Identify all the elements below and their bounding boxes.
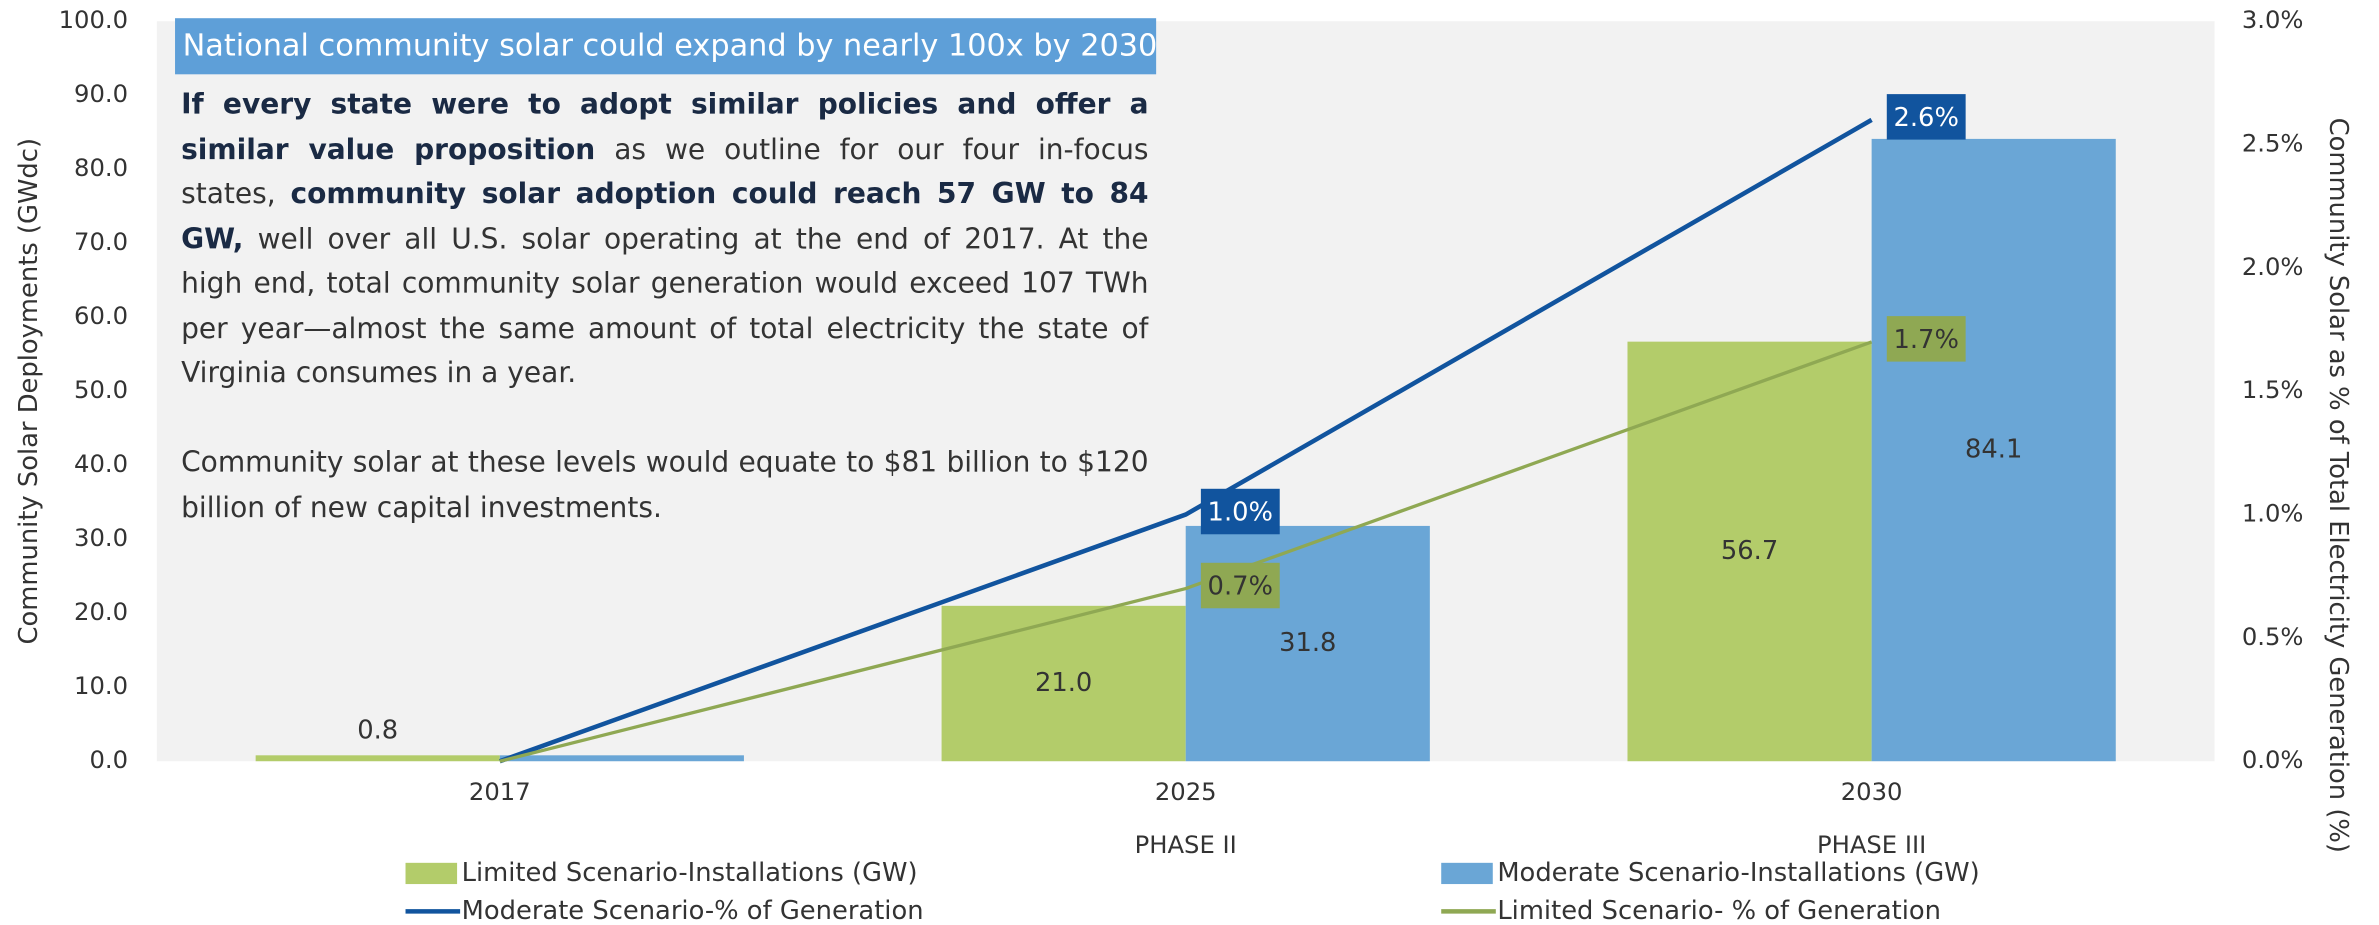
line-value-label: 0.7% (1208, 572, 1273, 602)
y2-tick-label: 2.5% (2242, 129, 2304, 158)
y-tick-label: 50.0 (74, 375, 128, 404)
y2-tick-label: 3.0% (2242, 5, 2304, 34)
line-label-box (1200, 488, 1280, 535)
y-tick-label: 60.0 (74, 301, 128, 330)
y-axis-label: Community Solar Deployments (GWdc) (14, 138, 44, 644)
bar-value-label: 31.8 (1279, 628, 1336, 658)
y-tick-label: 80.0 (74, 153, 128, 182)
phase-label: PHASE II (1135, 830, 1237, 859)
annotation-text: as we outline for our four in-focus stat… (181, 134, 1149, 211)
x-tick-label: 2030 (1841, 777, 1903, 806)
legend-label: Moderate Scenario-Installations (GW) (1497, 858, 1979, 888)
annotation-text: well over all U.S. solar operating at th… (181, 223, 1149, 390)
line (499, 340, 1873, 763)
y2-tick-label: 0.5% (2242, 622, 2304, 651)
y2-tick-label: 1.0% (2242, 499, 2304, 528)
bar (255, 755, 500, 762)
legend-swatch (405, 862, 458, 885)
line-label-box (1886, 316, 1966, 362)
bar (1627, 341, 1872, 762)
x-tick-label: 2025 (1155, 777, 1217, 806)
y-tick-label: 20.0 (74, 597, 128, 626)
bar (941, 605, 1186, 762)
y2-axis-label: Community Solar as % of Total Electricit… (2323, 118, 2353, 853)
line-value-label: 1.7% (1893, 325, 1958, 355)
legend-label: Moderate Scenario-% of Generation (462, 896, 924, 925)
phase-label: PHASE III (1817, 830, 1926, 859)
y2-tick-label: 1.5% (2242, 375, 2304, 404)
annotation-box: If every state were to adopt similar pol… (181, 83, 1148, 530)
bar (499, 755, 744, 762)
y-tick-label: 30.0 (74, 523, 128, 552)
bar-value-label: 0.8 (357, 716, 398, 746)
title-box (175, 18, 1157, 75)
y-tick-label: 10.0 (74, 671, 128, 700)
y2-tick-label: 2.0% (2242, 252, 2304, 281)
legend-label: Limited Scenario-Installations (GW) (462, 858, 918, 888)
line-label-box (1886, 94, 1966, 140)
y-tick-label: 70.0 (74, 227, 128, 256)
annotation-paragraph: Community solar at these levels would eq… (181, 441, 1148, 530)
line (499, 117, 1873, 764)
annotation: If every state were to adopt similar pol… (181, 83, 1148, 530)
bar-value-label: 21.0 (1035, 668, 1092, 698)
bar-value-label: 56.7 (1721, 536, 1778, 566)
x-tick-label: 2017 (469, 777, 531, 806)
bar-value-label: 84.1 (1965, 435, 2022, 465)
line-label-box (1200, 562, 1280, 609)
y-tick-label: 0.0 (89, 745, 128, 774)
bar (1871, 138, 2116, 762)
annotation-paragraph: If every state were to adopt similar pol… (181, 83, 1148, 396)
annotation-text: community solar adoption could reach 57 … (181, 178, 1149, 256)
annotation-text: Community solar at these levels would eq… (181, 447, 1149, 524)
y-tick-label: 100.0 (59, 5, 128, 34)
marks: 0.8 21.0 56.7 31.8 84.1 1.0% 2.6% 0.7% 1.7% (255, 94, 2116, 764)
chart-title: National community solar could expand by… (183, 29, 1158, 64)
legend-label: Limited Scenario- % of Generation (1497, 896, 1941, 925)
y2-tick-label: 0.0% (2242, 745, 2304, 774)
line-value-label: 1.0% (1208, 498, 1273, 528)
line-value-label: 2.6% (1893, 103, 1958, 133)
y-tick-label: 40.0 (74, 449, 128, 478)
legend-swatch (1441, 862, 1493, 885)
annotation-text: If every state were to adopt similar pol… (181, 89, 1149, 167)
y-tick-label: 90.0 (74, 79, 128, 108)
